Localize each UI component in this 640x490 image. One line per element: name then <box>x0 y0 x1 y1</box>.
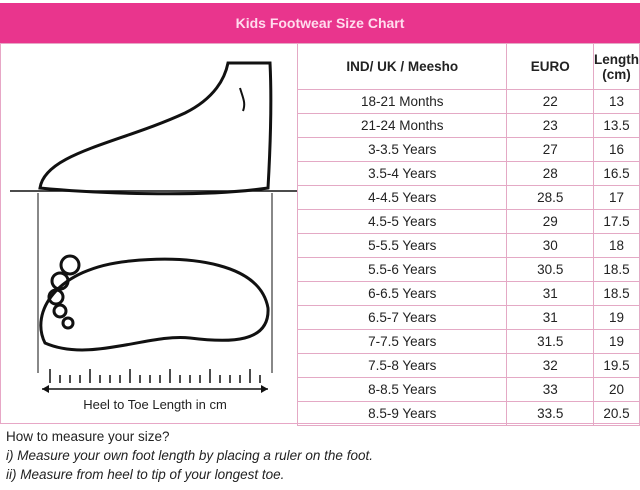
cell-euro: 32 <box>506 353 594 378</box>
chart-title: Kids Footwear Size Chart <box>0 3 640 43</box>
table-row: 7.5-8 Years 32 19.5 <box>296 353 640 378</box>
table-row: 21-24 Months 23 13.5 <box>296 113 640 138</box>
table-row: 4.5-5 Years 29 17.5 <box>296 209 640 234</box>
table-row: 6-6.5 Years 31 18.5 <box>296 281 640 306</box>
instruction-step-2: ii) Measure from heel to tip of your lon… <box>6 467 285 482</box>
table-row: 3.5-4 Years 28 16.5 <box>296 161 640 186</box>
cell-length: 18 <box>593 233 640 258</box>
header-euro: EURO <box>506 43 594 90</box>
header-ind-uk: IND/ UK / Meesho <box>296 43 508 90</box>
cell-size: 8.5-9 Years <box>296 401 508 426</box>
cell-euro: 23 <box>506 113 594 138</box>
cell-size: 6.5-7 Years <box>296 305 508 330</box>
cell-size: 6-6.5 Years <box>296 281 508 306</box>
cell-length: 16 <box>593 137 640 162</box>
cell-length: 18.5 <box>593 257 640 282</box>
cell-euro: 31.5 <box>506 329 594 354</box>
cell-length: 19 <box>593 305 640 330</box>
cell-size: 7-7.5 Years <box>296 329 508 354</box>
table-row: 5-5.5 Years 30 18 <box>296 233 640 258</box>
cell-euro: 29 <box>506 209 594 234</box>
table-row: 6.5-7 Years 31 19 <box>296 305 640 330</box>
cell-length: 18.5 <box>593 281 640 306</box>
foot-side-view <box>38 61 273 196</box>
cell-size: 4.5-5 Years <box>296 209 508 234</box>
cell-length: 13.5 <box>593 113 640 138</box>
table-row: 4-4.5 Years 28.5 17 <box>296 185 640 210</box>
instructions-heading: How to measure your size? <box>6 429 170 444</box>
cell-size: 4-4.5 Years <box>296 185 508 210</box>
foot-sole-view <box>39 257 270 352</box>
cell-length: 17.5 <box>593 209 640 234</box>
cell-length: 20 <box>593 377 640 402</box>
cell-size: 3-3.5 Years <box>296 137 508 162</box>
cell-euro: 30.5 <box>506 257 594 282</box>
cell-length: 13 <box>593 89 640 114</box>
cell-euro: 28 <box>506 161 594 186</box>
cell-euro: 33 <box>506 377 594 402</box>
cell-size: 5-5.5 Years <box>296 233 508 258</box>
cell-euro: 33.5 <box>506 401 594 426</box>
illustration-label: Heel to Toe Length in cm <box>83 397 227 412</box>
cell-euro: 22 <box>506 89 594 114</box>
cell-euro: 30 <box>506 233 594 258</box>
table-row: 18-21 Months 22 13 <box>296 89 640 114</box>
cell-length: 20.5 <box>593 401 640 426</box>
measure-instructions: How to measure your size? i) Measure you… <box>6 427 373 484</box>
cell-euro: 27 <box>506 137 594 162</box>
table-header-row: IND/ UK / Meesho EURO Length (cm) <box>296 43 640 90</box>
instruction-step-1: i) Measure your own foot length by placi… <box>6 448 373 463</box>
cell-size: 5.5-6 Years <box>296 257 508 282</box>
cell-length: 19 <box>593 329 640 354</box>
cell-length: 17 <box>593 185 640 210</box>
cell-size: 7.5-8 Years <box>296 353 508 378</box>
size-table: IND/ UK / Meesho EURO Length (cm) 18-21 … <box>296 43 640 426</box>
table-row: 7-7.5 Years 31.5 19 <box>296 329 640 354</box>
foot-measurement-illustration: Heel to Toe Length in cm <box>10 61 297 412</box>
table-row: 8-8.5 Years 33 20 <box>296 377 640 402</box>
cell-length: 16.5 <box>593 161 640 186</box>
ruler-ticks <box>49 369 261 383</box>
cell-size: 18-21 Months <box>296 89 508 114</box>
cell-size: 8-8.5 Years <box>296 377 508 402</box>
cell-size: 3.5-4 Years <box>296 161 508 186</box>
table-row: 3-3.5 Years 27 16 <box>296 137 640 162</box>
cell-euro: 28.5 <box>506 185 594 210</box>
cell-length: 19.5 <box>593 353 640 378</box>
header-length: Length (cm) <box>593 43 640 90</box>
table-row: 8.5-9 Years 33.5 20.5 <box>296 401 640 426</box>
cell-euro: 31 <box>506 281 594 306</box>
table-row: 5.5-6 Years 30.5 18.5 <box>296 257 640 282</box>
cell-euro: 31 <box>506 305 594 330</box>
cell-size: 21-24 Months <box>296 113 508 138</box>
